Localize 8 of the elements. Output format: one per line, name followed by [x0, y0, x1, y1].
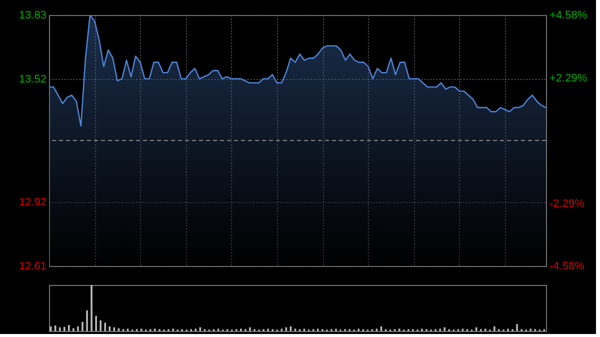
y-tick-label: 12.61 [18, 260, 46, 272]
y-tick-label: 13.83 [18, 10, 46, 22]
y-tick-label: 13.52 [18, 73, 46, 86]
y-tick-label: 12.92 [18, 196, 46, 209]
y2-tick-label: +2.29% [550, 72, 588, 84]
y2-tick-label: -2.29% [550, 198, 585, 210]
y2-tick-label: +4.58% [550, 10, 588, 22]
y2-tick-label: -4.58% [550, 260, 585, 272]
